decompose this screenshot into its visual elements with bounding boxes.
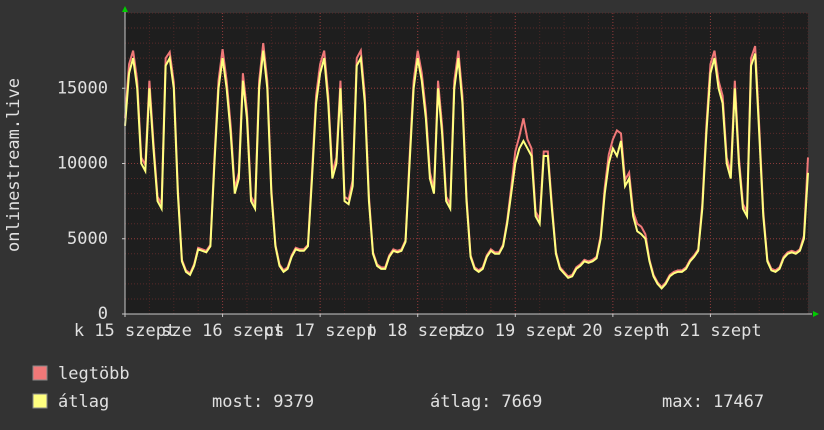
y-tick-label: 15000 <box>57 78 108 98</box>
x-tick-label: cs 17 szept <box>264 321 377 341</box>
series-line <box>124 50 809 290</box>
y-axis-title: onlinestream.live <box>4 78 24 252</box>
x-tick-label: h 21 szept <box>659 321 761 341</box>
stat: max: 17467 <box>662 392 764 412</box>
y-tick-label: 10000 <box>57 154 108 174</box>
legend-label: átlag <box>58 392 109 412</box>
legend: legtöbb átlag most: 9379 átlag: 7669 max: 17467 <box>32 364 764 412</box>
lines <box>124 42 809 290</box>
grid <box>124 12 809 315</box>
stat-value: 17467 <box>713 392 764 412</box>
x-tick-label: k 15 szept <box>74 321 176 341</box>
x-axis-arrow <box>813 311 819 317</box>
stat-value: 7669 <box>501 392 542 412</box>
stat: átlag: 7669 <box>430 392 542 412</box>
legend-swatch <box>32 365 48 381</box>
legend-swatch <box>32 393 48 409</box>
stat-label: max: <box>662 392 703 412</box>
stat: most: 9379 <box>212 392 314 412</box>
y-tick-label: 5000 <box>67 229 108 249</box>
y-tick-label: 0 <box>98 304 108 324</box>
stat-label: átlag: <box>430 392 491 412</box>
x-tick-label: v 20 szept <box>562 321 664 341</box>
y-axis-arrow <box>122 6 128 12</box>
x-tick-label: szo 19 szept <box>454 321 577 341</box>
legend-label: legtöbb <box>58 364 130 384</box>
stat-value: 9379 <box>273 392 314 412</box>
x-tick-label: sze 16 szept <box>161 321 284 341</box>
stat-label: most: <box>212 392 263 412</box>
x-tick-label: p 18 szept <box>367 321 469 341</box>
